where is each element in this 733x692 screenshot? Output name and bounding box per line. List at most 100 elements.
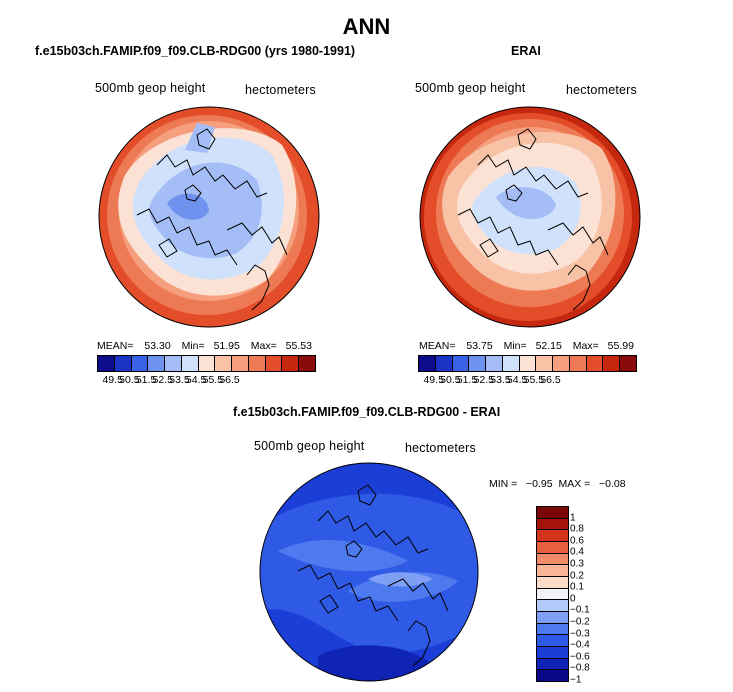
colorbar-tick-label: −0.1 [570, 604, 590, 616]
colorbar-swatch [537, 530, 568, 543]
right-min-value: 52.15 [535, 340, 562, 352]
colorbar-swatch [569, 356, 587, 371]
left-polar-map [98, 106, 320, 328]
colorbar-swatch [502, 356, 520, 371]
colorbar-tick-label: −0.8 [570, 662, 590, 674]
diff-variable-label: 500mb geop height [254, 439, 365, 453]
left-colorbar [97, 355, 316, 372]
left-mean-value: 53.30 [144, 340, 171, 352]
right-units-label: hectometers [566, 83, 637, 97]
colorbar-tick-label: 50.5 [119, 374, 140, 386]
colorbar-tick-label: 0 [570, 593, 576, 605]
diff-colorbar-ticks: 1 0.8 0.6 0.4 0.3 0.2 0.1 0 −0.1 −0.2 −0.3 −0.4 −0.6… [570, 506, 610, 685]
colorbar-tick-label: 56.5 [540, 374, 561, 386]
left-max-label: Max= [250, 340, 277, 352]
colorbar-swatch [537, 542, 568, 554]
right-variable-label: 500mb geop height [415, 81, 526, 95]
colorbar-tick-label: 51.5 [456, 374, 478, 386]
left-colorbar-ticks: 49.5 50.5 51.5 52.5 53.5 54.5 55.5 56.5 [97, 374, 316, 388]
left-stats: MEAN= 53.30 Min= 51.95 Max= 55.53 [97, 340, 312, 352]
diff-colorbar [536, 506, 569, 682]
colorbar-tick-label: 0.1 [570, 581, 584, 593]
colorbar-tick-label: 54.5 [185, 374, 207, 386]
colorbar-swatch [537, 507, 568, 519]
colorbar-tick-label: 51.5 [135, 374, 157, 386]
colorbar-swatch [603, 356, 621, 371]
left-mean-label: MEAN= [97, 340, 134, 352]
colorbar-tick-label: −0.3 [570, 628, 590, 640]
colorbar-swatch [114, 356, 132, 371]
colorbar-tick-label: 50.5 [440, 374, 461, 386]
left-variable-label: 500mb geop height [95, 81, 206, 95]
colorbar-swatch [282, 356, 300, 371]
colorbar-swatch [537, 588, 568, 601]
colorbar-tick-label: 49.5 [423, 374, 444, 386]
colorbar-tick-label: −1 [570, 674, 582, 686]
colorbar-swatch [148, 356, 166, 371]
colorbar-swatch [435, 356, 453, 371]
colorbar-swatch [553, 356, 570, 371]
diff-panel-title: f.e15b03ch.FAMIP.f09_f09.CLB-RDG00 - ERA… [233, 405, 501, 419]
colorbar-tick-label: −0.4 [570, 639, 590, 651]
diff-minmax: MIN = −0.95 MAX = −0.08 [489, 478, 626, 490]
colorbar-swatch [131, 356, 149, 371]
right-max-label: Max= [572, 340, 599, 352]
colorbar-tick-label: 0.2 [570, 570, 584, 582]
colorbar-swatch [452, 356, 470, 371]
left-max-value: 55.53 [285, 340, 312, 352]
right-mean-value: 53.75 [466, 340, 493, 352]
left-min-label: Min= [181, 340, 205, 352]
left-units-label: hectometers [245, 83, 316, 97]
right-colorbar [418, 355, 637, 372]
main-title: ANN [342, 14, 391, 39]
right-stats: MEAN= 53.75 Min= 52.15 Max= 55.99 [419, 340, 634, 352]
colorbar-tick-label: 49.5 [102, 374, 123, 386]
colorbar-tick-label: 54.5 [506, 374, 528, 386]
diff-polar-map [259, 462, 479, 682]
colorbar-swatch [248, 356, 266, 371]
left-min-value: 51.95 [213, 340, 240, 352]
colorbar-swatch [537, 658, 568, 671]
colorbar-swatch [536, 356, 554, 371]
colorbar-swatch [215, 356, 233, 371]
colorbar-swatch [537, 565, 568, 578]
colorbar-tick-label: 0.4 [570, 546, 584, 558]
diff-units-label: hectometers [405, 441, 476, 455]
colorbar-swatch [181, 356, 199, 371]
colorbar-swatch [537, 600, 568, 613]
colorbar-tick-label: 53.5 [490, 374, 511, 386]
colorbar-tick-label: 52.5 [152, 374, 173, 386]
colorbar-tick-label: 0.6 [570, 535, 584, 547]
colorbar-swatch [586, 356, 604, 371]
colorbar-tick-label: 55.5 [202, 374, 224, 386]
colorbar-swatch [519, 356, 537, 371]
colorbar-swatch [537, 635, 568, 648]
colorbar-tick-label: 53.5 [169, 374, 190, 386]
right-polar-map [419, 106, 641, 328]
colorbar-swatch [620, 356, 636, 371]
right-mean-label: MEAN= [419, 340, 456, 352]
right-max-value: 55.99 [607, 340, 634, 352]
colorbar-tick-label: 1 [570, 512, 576, 524]
colorbar-tick-label: 0.8 [570, 523, 584, 535]
right-colorbar-ticks: 49.5 50.5 51.5 52.5 53.5 54.5 55.5 56.5 [418, 374, 637, 388]
colorbar-swatch [537, 577, 568, 589]
colorbar-tick-label: 56.5 [219, 374, 240, 386]
colorbar-tick-label: −0.6 [570, 651, 590, 663]
colorbar-swatch [232, 356, 249, 371]
right-min-label: Min= [503, 340, 527, 352]
colorbar-swatch [469, 356, 487, 371]
colorbar-tick-label: 55.5 [523, 374, 545, 386]
left-panel-title: f.e15b03ch.FAMIP.f09_f09.CLB-RDG00 (yrs … [35, 44, 356, 58]
colorbar-swatch [486, 356, 503, 371]
colorbar-tick-label: 52.5 [473, 374, 494, 386]
colorbar-swatch [165, 356, 182, 371]
colorbar-swatch [265, 356, 283, 371]
colorbar-swatch [537, 647, 568, 659]
colorbar-swatch [537, 612, 568, 624]
colorbar-swatch [98, 356, 115, 371]
right-panel-title: ERAI [511, 44, 541, 58]
colorbar-swatch [537, 623, 568, 636]
colorbar-swatch [198, 356, 216, 371]
colorbar-swatch [537, 518, 568, 531]
